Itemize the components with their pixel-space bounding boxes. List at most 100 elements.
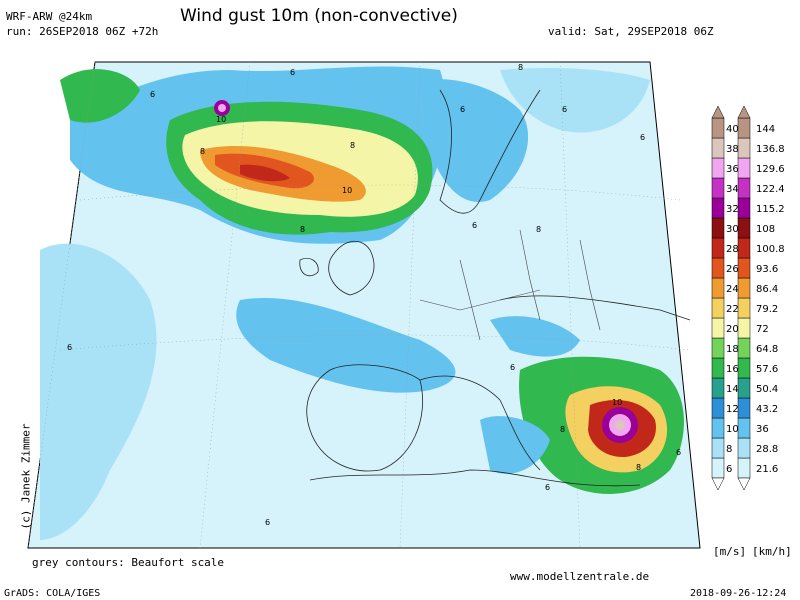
beaufort-label: 6 bbox=[510, 363, 515, 372]
unit-kmh-label: [km/h] bbox=[752, 545, 792, 558]
colorbar-label-kmh: 21.6 bbox=[756, 464, 778, 475]
colorbar-swatch bbox=[711, 337, 725, 359]
wind-area-sicily bbox=[480, 416, 550, 474]
beaufort-label: 6 bbox=[67, 343, 72, 352]
colorbar-swatch bbox=[711, 397, 725, 419]
beaufort-label: 8 bbox=[200, 147, 205, 156]
colorbar: 6 21.6 8 28.8 10 36 12 43.2 14 50.4 16 57.6 18 64.8 20… bbox=[711, 105, 785, 491]
beaufort-label: 8 bbox=[518, 63, 523, 72]
colorbar-swatch bbox=[711, 237, 725, 259]
colorbar-label-ms: 8 bbox=[726, 444, 732, 455]
colorbar-swatch bbox=[711, 357, 725, 379]
beaufort-label: 8 bbox=[536, 225, 541, 234]
colorbar-swatch bbox=[737, 117, 751, 139]
colorbar-swatch bbox=[737, 417, 751, 439]
colorbar-label-ms: 38 bbox=[726, 144, 739, 155]
colorbar-arrow-top bbox=[711, 105, 725, 119]
beaufort-label: 10 bbox=[216, 115, 226, 124]
wind-area-barents bbox=[500, 68, 650, 133]
colorbar-label-kmh: 57.6 bbox=[756, 364, 778, 375]
colorbar-swatch bbox=[737, 357, 751, 379]
colorbar-swatch bbox=[711, 217, 725, 239]
colorbar-swatch bbox=[711, 437, 725, 459]
colorbar-label-kmh: 122.4 bbox=[756, 184, 785, 195]
colorbar-label-kmh: 50.4 bbox=[756, 384, 778, 395]
colorbar-swatch bbox=[711, 197, 725, 219]
colorbar-arrow-top bbox=[737, 105, 751, 119]
colorbar-swatch bbox=[711, 317, 725, 339]
colorbar-swatch bbox=[737, 457, 751, 479]
valid-time-label: valid: Sat, 29SEP2018 06Z bbox=[548, 25, 714, 38]
colorbar-swatch bbox=[737, 237, 751, 259]
colorbar-label-ms: 32 bbox=[726, 204, 739, 215]
colorbar-swatch bbox=[711, 117, 725, 139]
beaufort-label: 6 bbox=[640, 133, 645, 142]
colorbar-swatch bbox=[711, 157, 725, 179]
colorbar-label-ms: 10 bbox=[726, 424, 739, 435]
colorbar-label-ms: 28 bbox=[726, 244, 739, 255]
wind-max-iceland-core bbox=[218, 104, 226, 112]
colorbar-label-kmh: 100.8 bbox=[756, 244, 785, 255]
colorbar-swatch bbox=[711, 417, 725, 439]
colorbar-label-ms: 30 bbox=[726, 224, 739, 235]
colorbar-swatch bbox=[737, 217, 751, 239]
beaufort-label: 10 bbox=[612, 398, 622, 407]
colorbar-label-kmh: 144 bbox=[756, 124, 775, 135]
colorbar-swatch bbox=[737, 337, 751, 359]
colorbar-label-kmh: 72 bbox=[756, 324, 769, 335]
colorbar-swatch bbox=[711, 297, 725, 319]
wind-area-storm-max bbox=[240, 164, 290, 182]
wind-area-scandinavia bbox=[420, 79, 529, 202]
beaufort-label: 6 bbox=[150, 90, 155, 99]
map-title: Wind gust 10m (non-convective) bbox=[180, 6, 458, 26]
colorbar-label-kmh: 64.8 bbox=[756, 344, 778, 355]
run-label: run: 26SEP2018 06Z +72h bbox=[6, 25, 159, 38]
beaufort-label: 6 bbox=[265, 518, 270, 527]
colorbar-swatch bbox=[737, 297, 751, 319]
colorbar-label-ms: 18 bbox=[726, 344, 739, 355]
colorbar-label-kmh: 86.4 bbox=[756, 284, 778, 295]
colorbar-label-ms: 20 bbox=[726, 324, 739, 335]
model-label: WRF-ARW @24km bbox=[6, 10, 93, 23]
borders bbox=[419, 229, 601, 341]
colorbar-label-ms: 12 bbox=[726, 404, 739, 415]
colorbar-label-kmh: 79.2 bbox=[756, 304, 778, 315]
colorbar-label-ms: 16 bbox=[726, 364, 739, 375]
beaufort-label: 8 bbox=[350, 141, 355, 150]
colorbar-swatch bbox=[737, 157, 751, 179]
unit-ms-label: [m/s] bbox=[713, 545, 747, 558]
timestamp-label: 2018-09-26-12:24 bbox=[690, 588, 787, 599]
colorbar-label-ms: 24 bbox=[726, 284, 739, 295]
wind-area-adriatic bbox=[490, 316, 580, 357]
beaufort-label: 8 bbox=[300, 225, 305, 234]
colorbar-swatch bbox=[737, 377, 751, 399]
colorbar-label-kmh: 43.2 bbox=[756, 404, 778, 415]
grads-credit: GrADS: COLA/IGES bbox=[4, 588, 101, 599]
colorbar-label-kmh: 93.6 bbox=[756, 264, 778, 275]
colorbar-swatch bbox=[711, 257, 725, 279]
colorbar-swatch bbox=[711, 457, 725, 479]
colorbar-label-ms: 36 bbox=[726, 164, 739, 175]
colorbar-swatch bbox=[737, 317, 751, 339]
beaufort-label: 6 bbox=[472, 221, 477, 230]
wind-area-greenland bbox=[60, 69, 140, 123]
colorbar-swatch bbox=[737, 197, 751, 219]
colorbar-swatch bbox=[711, 177, 725, 199]
colorbar-swatch bbox=[737, 137, 751, 159]
colorbar-swatch bbox=[737, 257, 751, 279]
colorbar-label-ms: 14 bbox=[726, 384, 739, 395]
colorbar-label-kmh: 108 bbox=[756, 224, 775, 235]
coastlines bbox=[299, 89, 691, 487]
beaufort-note: grey contours: Beaufort scale bbox=[32, 556, 225, 569]
colorbar-swatch bbox=[711, 377, 725, 399]
colorbar-label-kmh: 36 bbox=[756, 424, 769, 435]
colorbar-arrow-bottom bbox=[711, 477, 725, 491]
beaufort-label: 6 bbox=[290, 68, 295, 77]
colorbar-swatch bbox=[737, 177, 751, 199]
colorbar-label-ms: 6 bbox=[726, 464, 732, 475]
website-label: www.modellzentrale.de bbox=[510, 570, 650, 583]
graticule bbox=[27, 61, 691, 549]
copyright-label: (c) Janek Zimmer bbox=[19, 423, 33, 530]
colorbar-swatch bbox=[737, 397, 751, 419]
